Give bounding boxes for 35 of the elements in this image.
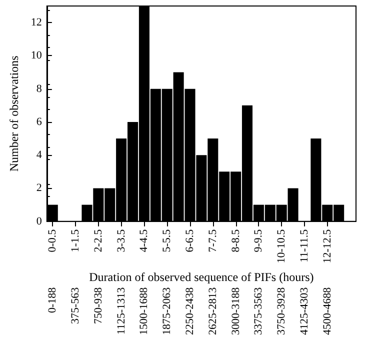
text: 1125-1313 [115, 286, 128, 335]
text: 750-938 [92, 286, 104, 324]
y-tick-label: 0 [36, 215, 42, 228]
x-tick-label: 1-1.5 [70, 228, 82, 252]
text: 3375-3563 [252, 286, 265, 336]
text: 375-563 [70, 286, 82, 324]
text: 2625-2813 [206, 286, 219, 336]
x-tick-label: 8-8.5 [230, 228, 242, 252]
text: 4500-4688 [321, 286, 334, 336]
x-axis-title: Duration of observed sequence of PIFs (hours) [89, 270, 314, 284]
text: 4125-4303 [298, 286, 310, 336]
x-tick-label: 5-5.5 [161, 228, 174, 252]
y-tick-label: 4 [36, 149, 42, 162]
x-tick-label: 4-4.5 [138, 228, 150, 252]
y-tick-label: 6 [36, 116, 42, 128]
x-tick-label: 11-11.5 [298, 228, 310, 262]
x-tick-label: 0-0.5 [46, 228, 59, 252]
y-tick-label: 2 [36, 182, 42, 194]
text: 0-188 [46, 286, 59, 314]
x-tick-label: 3-3.5 [115, 228, 128, 252]
x-tick-label: 10-10.5 [276, 228, 288, 264]
x-tick-label: 9-9.5 [252, 228, 265, 252]
y-tick-label: 10 [30, 50, 42, 62]
y-tick-label: 12 [30, 16, 42, 29]
x-tick-label: 6-6.5 [184, 228, 196, 252]
text: 1875-2063 [161, 286, 174, 336]
text: 1500-1688 [138, 286, 150, 336]
x-tick-label: 7-7.5 [206, 228, 219, 252]
y-axis-title: Number of observations [7, 55, 21, 172]
x-tick-label: 2-2.5 [92, 228, 104, 252]
text: 3000-3188 [230, 286, 242, 336]
text: 2250-2438 [184, 286, 196, 336]
y-tick-label: 8 [36, 82, 42, 95]
x-tick-label: 12-12.5 [321, 228, 334, 264]
text: 3750-3928 [276, 286, 288, 336]
